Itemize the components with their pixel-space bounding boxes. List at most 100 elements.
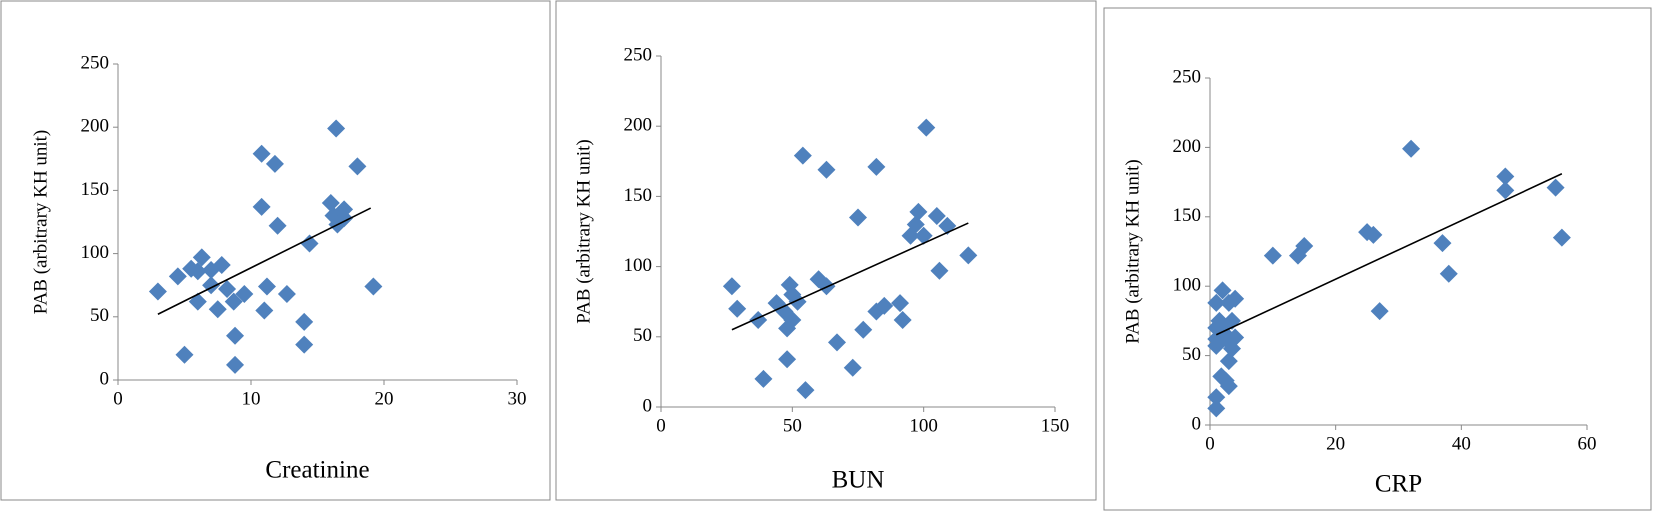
y-tick-label: 150 (81, 179, 110, 200)
y-tick-label: 100 (1173, 275, 1202, 296)
data-point (914, 226, 933, 245)
data-point (265, 154, 284, 173)
x-axis-label: CRP (1375, 471, 1422, 498)
data-point (1213, 281, 1232, 300)
y-axis-label: PAB (arbitrary KH unit) (573, 139, 594, 324)
data-point (754, 369, 773, 388)
data-point (1226, 289, 1245, 308)
data-point (208, 300, 227, 319)
data-point (1219, 377, 1238, 396)
data-point (843, 358, 862, 377)
x-axis-label: BUN (832, 467, 885, 494)
y-tick-label: 100 (624, 255, 653, 276)
y-axis-label: PAB (arbitrary KH unit) (1122, 159, 1143, 344)
trendline (731, 222, 969, 331)
y-tick-label: 100 (81, 242, 110, 263)
data-point (1207, 293, 1226, 312)
data-point (1439, 264, 1458, 283)
data-point (252, 144, 271, 163)
data-point (277, 285, 296, 304)
y-tick-label: 150 (624, 185, 653, 206)
x-tick-label: 40 (1452, 433, 1471, 454)
data-point (268, 216, 287, 235)
data-point (778, 350, 797, 369)
data-point (1263, 246, 1282, 265)
data-point (788, 292, 807, 311)
data-point (1433, 234, 1452, 253)
y-axis-label: PAB (arbitrary KH unit) (30, 130, 51, 315)
x-tick-label: 0 (113, 388, 123, 409)
data-point (959, 246, 978, 265)
data-point (188, 262, 207, 281)
x-tick-label: 0 (1205, 433, 1215, 454)
data-point (295, 312, 314, 331)
panel-frame (0, 0, 551, 501)
data-point (827, 333, 846, 352)
data-point (1370, 302, 1389, 321)
data-point (875, 296, 894, 315)
x-tick-label: 10 (242, 388, 261, 409)
data-point (168, 267, 187, 286)
trendline (157, 207, 372, 315)
data-point (849, 208, 867, 227)
data-point (817, 160, 836, 179)
data-point (188, 292, 207, 311)
panel-frame (555, 0, 1097, 501)
data-point (1496, 167, 1515, 186)
data-point (335, 209, 354, 228)
data-point (327, 119, 346, 138)
data-point (235, 285, 254, 304)
x-tick-label: 20 (375, 388, 394, 409)
data-point (212, 255, 231, 274)
y-tick-label: 250 (1173, 66, 1202, 87)
data-point (192, 248, 211, 267)
y-tick-label: 50 (1182, 344, 1201, 365)
x-tick-label: 20 (1326, 433, 1345, 454)
data-point (1546, 178, 1565, 197)
data-point (927, 207, 946, 226)
data-point (930, 261, 949, 280)
data-point (867, 157, 886, 176)
data-point (854, 320, 873, 339)
data-point (252, 197, 271, 216)
data-point (148, 282, 167, 301)
data-point (917, 118, 936, 137)
x-tick-label: 100 (909, 415, 938, 436)
y-tick-label: 200 (81, 116, 110, 137)
y-tick-label: 200 (1173, 136, 1202, 157)
y-tick-label: 50 (90, 305, 109, 326)
data-point (1207, 388, 1226, 407)
data-point (226, 355, 245, 374)
data-point (321, 194, 340, 213)
data-point (348, 157, 367, 176)
data-point (906, 215, 925, 234)
data-point (175, 345, 194, 364)
data-point (796, 381, 815, 400)
data-point (255, 301, 274, 320)
data-point (891, 294, 910, 313)
data-point (722, 277, 741, 296)
data-point (218, 279, 237, 298)
y-tick-label: 250 (81, 52, 110, 73)
x-tick-label: 0 (656, 415, 666, 436)
x-tick-label: 50 (783, 415, 802, 436)
trendline (1215, 173, 1563, 336)
data-point (1496, 181, 1515, 200)
data-point (300, 234, 319, 253)
data-point (783, 310, 802, 329)
x-axis-label: Creatinine (265, 457, 369, 484)
y-tick-label: 200 (624, 115, 653, 136)
data-point (728, 299, 747, 318)
x-tick-label: 150 (1041, 415, 1070, 436)
y-tick-label: 0 (643, 395, 653, 416)
data-point (909, 202, 928, 221)
data-point (1295, 236, 1314, 255)
data-point (224, 292, 243, 311)
data-point (226, 326, 245, 345)
data-point (1226, 328, 1245, 347)
y-tick-label: 50 (633, 325, 652, 346)
data-point (1402, 139, 1421, 158)
data-point (893, 310, 912, 329)
